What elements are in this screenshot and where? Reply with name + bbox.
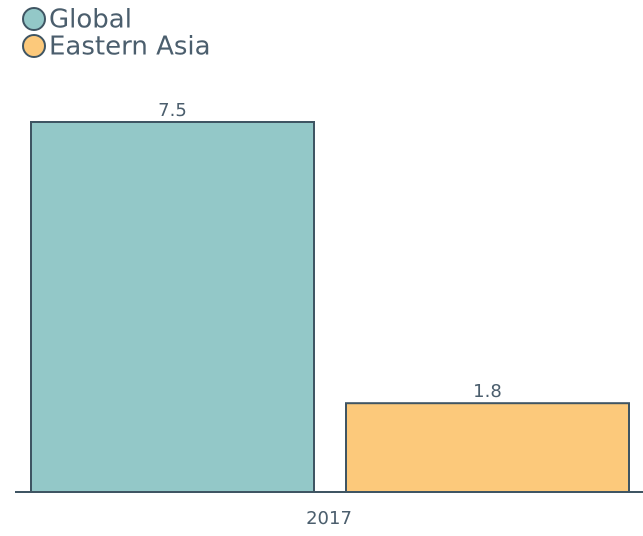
value-label: 7.5 <box>158 100 187 121</box>
legend-swatch <box>22 7 46 31</box>
bar <box>345 402 630 494</box>
legend-label: Eastern Asia <box>49 32 211 62</box>
x-tick-label: 2017 <box>306 508 352 529</box>
legend-swatch <box>22 34 46 58</box>
value-label: 1.8 <box>473 381 502 402</box>
legend-label: Global <box>49 5 132 35</box>
bar <box>30 121 315 493</box>
